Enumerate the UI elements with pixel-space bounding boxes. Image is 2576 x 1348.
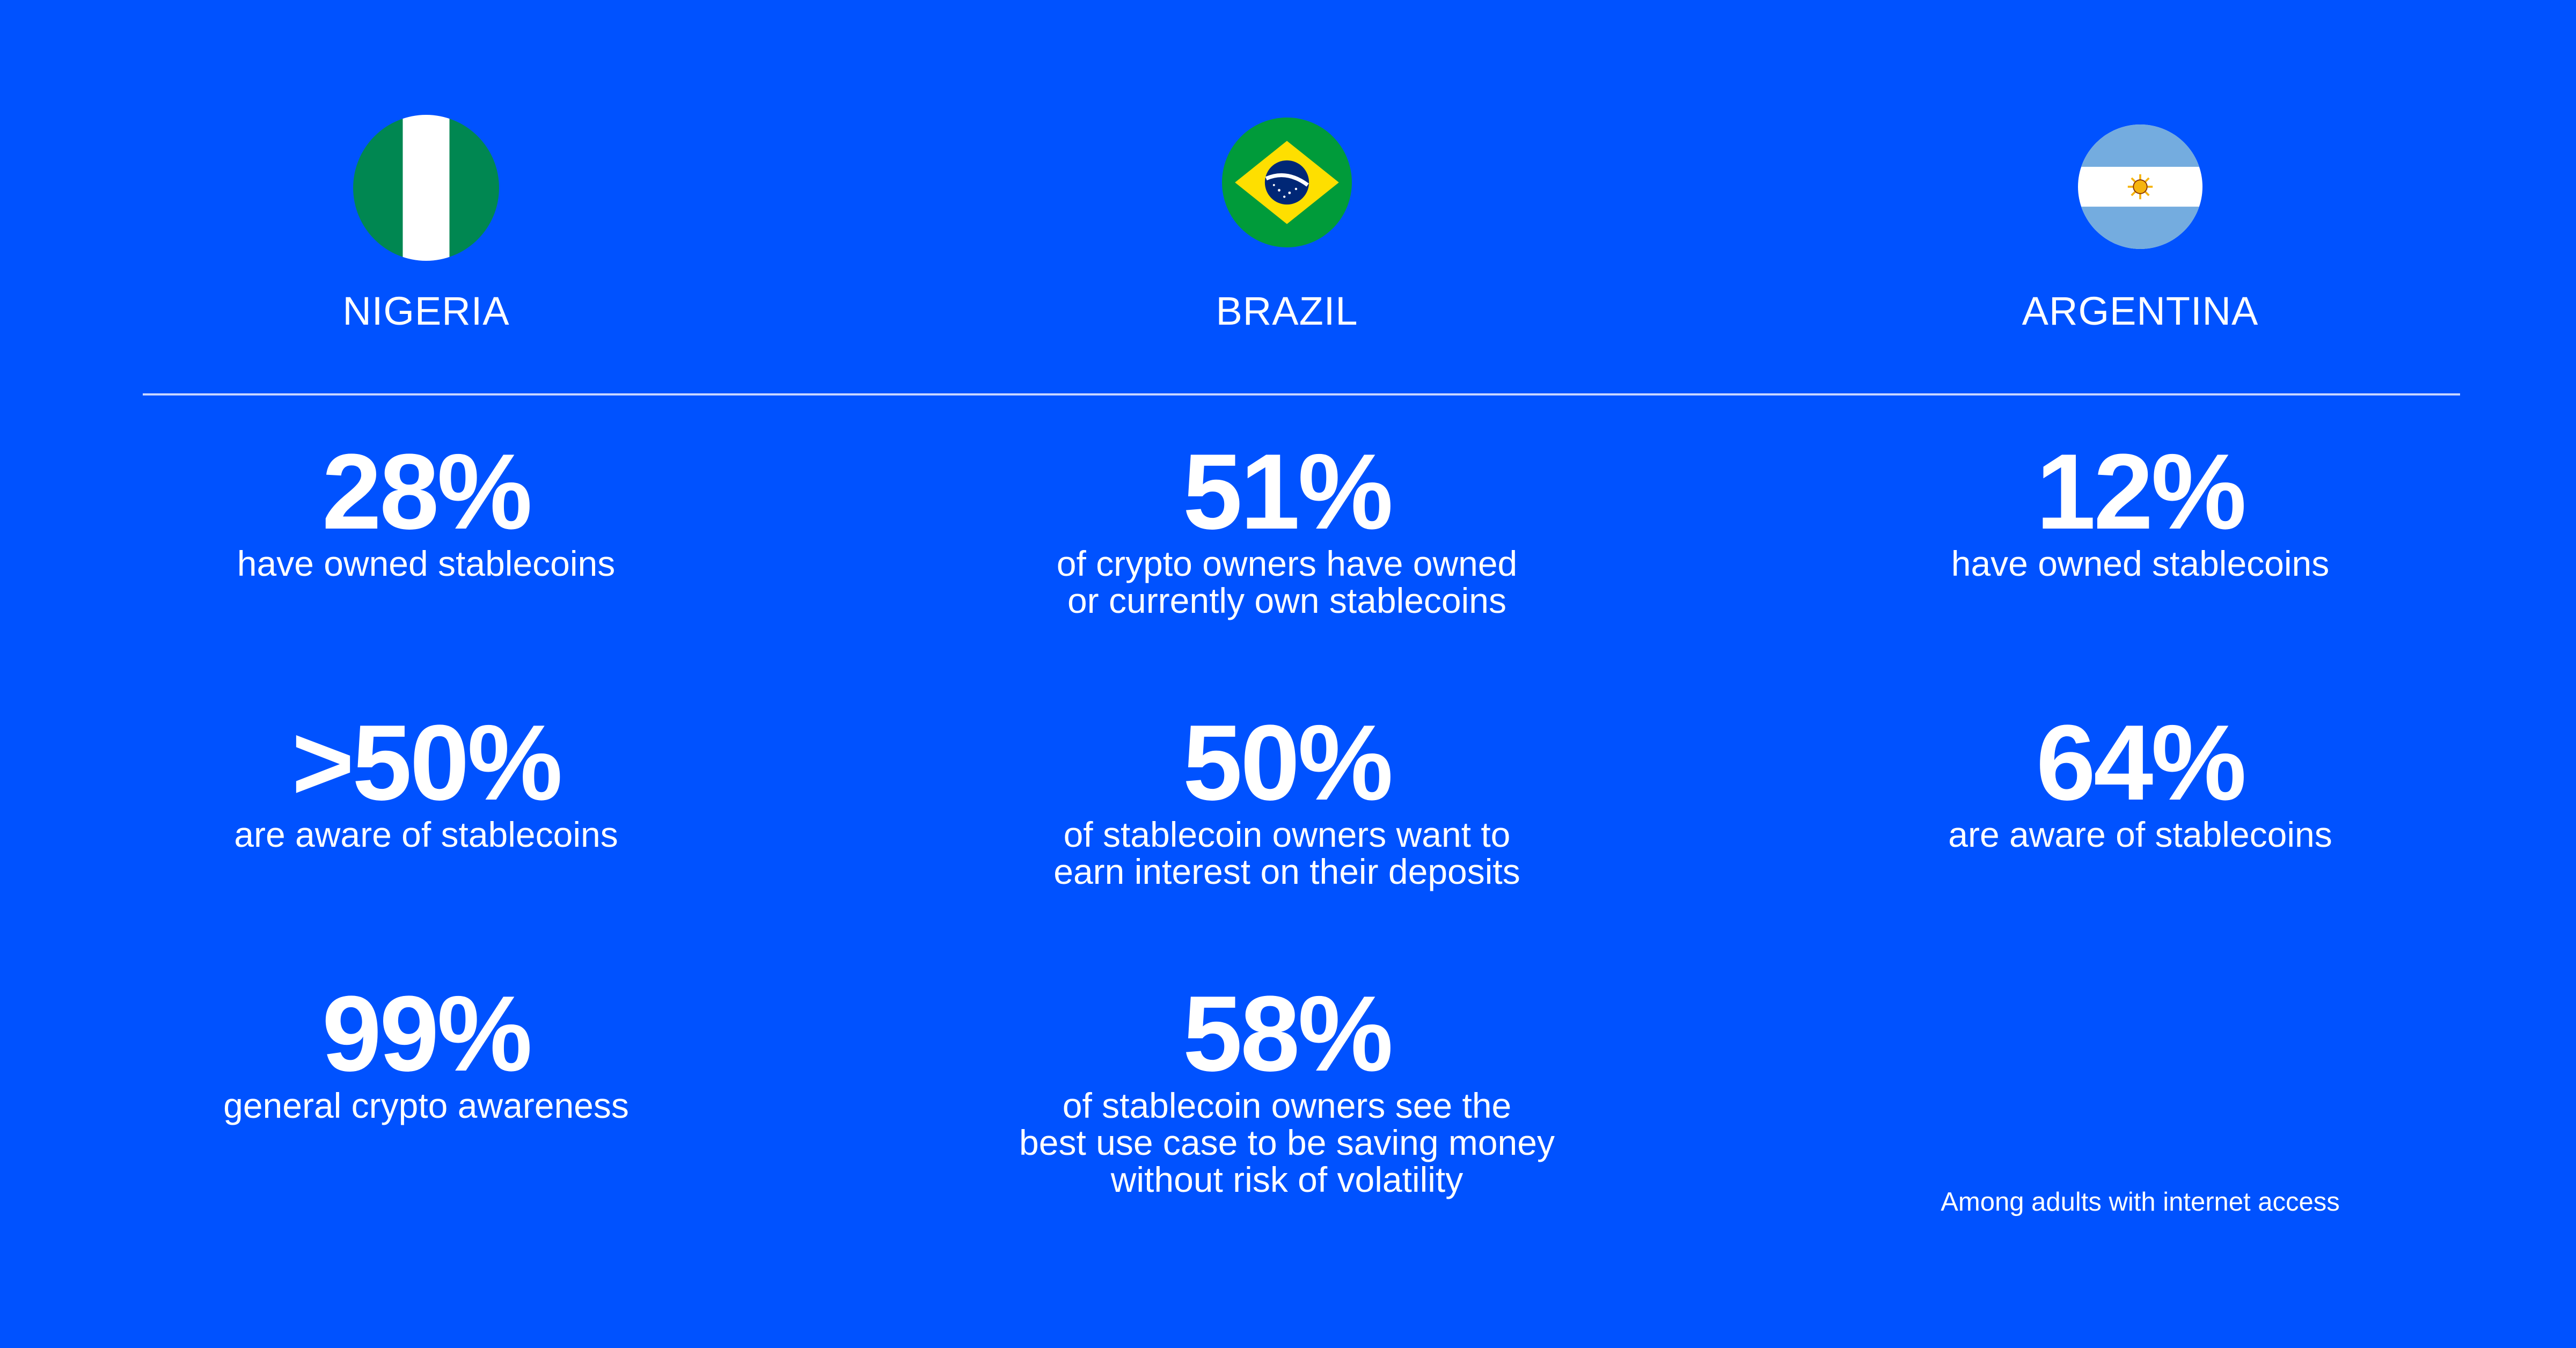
stat-value: 50% (1182, 703, 1393, 823)
stat-description-line: of stablecoin owners see the (1062, 1086, 1512, 1125)
country-name: BRAZIL (1216, 289, 1358, 333)
stat-description-line: without risk of volatility (1110, 1160, 1463, 1199)
stat-value: 28% (321, 432, 532, 552)
argentina-flag-icon (2078, 124, 2202, 249)
brazil-column: BRAZIL 51% of crypto owners have owned o… (859, 0, 1717, 1348)
stat-description: of crypto owners have owned or currently… (992, 545, 1582, 619)
stat-value: 12% (2036, 432, 2246, 552)
stat-value: 51% (1182, 432, 1393, 552)
stat-value: 58% (1182, 974, 1393, 1094)
stat-description-line: are aware of stablecoins (1948, 815, 2332, 854)
stat-block: 28% have owned stablecoins (131, 436, 721, 582)
stat-description-line: best use case to be saving money (1019, 1123, 1555, 1162)
stat-description: are aware of stablecoins (131, 816, 721, 853)
footnote: Among adults with internet access (1941, 1188, 2340, 1217)
stat-block: 99% general crypto awareness (131, 978, 721, 1124)
stat-value: 64% (2036, 703, 2246, 823)
stat-description: are aware of stablecoins (1845, 816, 2435, 853)
stat-description-line: of stablecoin owners want to (1063, 815, 1511, 854)
stat-description: of stablecoin owners see the best use ca… (992, 1087, 1582, 1198)
nigeria-column: NIGERIA 28% have owned stablecoins >50% … (0, 0, 859, 1348)
country-name: ARGENTINA (2022, 289, 2259, 333)
nigeria-flag-icon (353, 115, 499, 261)
stat-block: 50% of stablecoin owners want to earn in… (992, 707, 1582, 890)
stat-value: >50% (291, 703, 562, 823)
country-name: NIGERIA (342, 289, 510, 333)
stat-block: 64% are aware of stablecoins (1845, 707, 2435, 853)
stat-description-line: have owned stablecoins (1951, 544, 2330, 583)
stat-description: of stablecoin owners want to earn intere… (992, 816, 1582, 890)
stat-description: have owned stablecoins (1845, 545, 2435, 582)
stat-block: 12% have owned stablecoins (1845, 436, 2435, 582)
stat-description-line: of crypto owners have owned (1056, 544, 1518, 583)
stat-description-line: are aware of stablecoins (234, 815, 618, 854)
stat-description: general crypto awareness (131, 1087, 721, 1124)
stat-description: have owned stablecoins (131, 545, 721, 582)
stat-description-line: or currently own stablecoins (1067, 581, 1507, 620)
header-divider (143, 393, 2460, 395)
brazil-flag-icon (1222, 118, 1352, 247)
stat-block: 51% of crypto owners have owned or curre… (992, 436, 1582, 619)
argentina-column: ARGENTINA 12% have owned stablecoins 64%… (1717, 0, 2576, 1348)
stat-block: 58% of stablecoin owners see the best us… (992, 978, 1582, 1198)
stat-description-line: general crypto awareness (223, 1086, 629, 1125)
stat-value: 99% (321, 974, 532, 1094)
stat-description-line: earn interest on their deposits (1053, 852, 1520, 891)
stat-block: >50% are aware of stablecoins (131, 707, 721, 853)
stat-description-line: have owned stablecoins (237, 544, 616, 583)
